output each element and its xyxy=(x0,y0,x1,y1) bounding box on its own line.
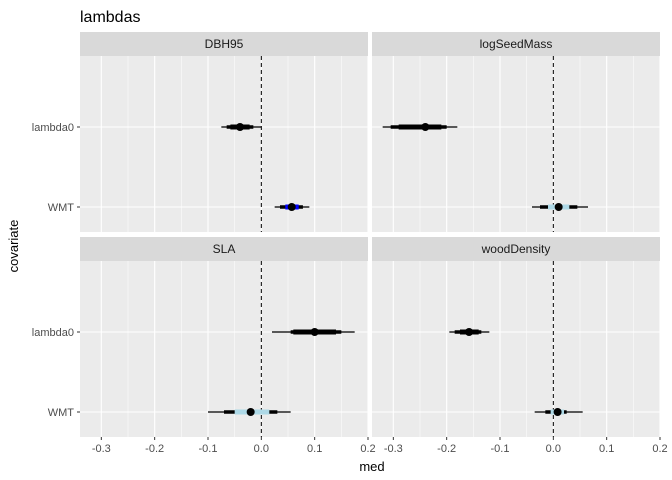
median-point xyxy=(421,123,430,131)
panel-background xyxy=(80,56,368,232)
interval-woodDensity-lambda0 xyxy=(449,328,490,336)
interval-woodDensity-WMT xyxy=(534,408,583,416)
y-tick-label: lambda0 xyxy=(32,122,74,134)
facet-strip-label: DBH95 xyxy=(205,37,244,51)
facet-strip-label: logSeedMass xyxy=(480,37,553,51)
x-tick-label: 0.0 xyxy=(254,443,269,455)
facet-strip xyxy=(80,32,368,56)
facet-panel-DBH95: DBH95 lambda0 WMT xyxy=(32,32,369,232)
facet-strip-label: SLA xyxy=(213,242,236,256)
y-tick-label: WMT xyxy=(48,202,75,214)
interval-logSeedMass-lambda0 xyxy=(382,123,458,131)
x-tick-label: 0.1 xyxy=(599,443,614,455)
median-point xyxy=(553,408,562,416)
facet-strip-label: woodDensity xyxy=(481,242,551,256)
x-tick-label: -0.2 xyxy=(145,443,164,455)
panel-background xyxy=(372,56,660,232)
x-tick-label: 0.0 xyxy=(546,443,561,455)
interval-SLA-WMT xyxy=(208,408,291,416)
facet-strip xyxy=(372,32,660,56)
facet-strip xyxy=(80,237,368,261)
facet-panel-woodDensity: woodDensity -0.3 -0.2 -0.1 0.0 0.1 0.2 xyxy=(372,237,668,455)
plot-title: lambdas xyxy=(80,9,140,26)
interval-DBH95-WMT xyxy=(274,203,310,211)
facet-panel-logSeedMass: logSeedMass xyxy=(372,32,661,232)
x-tick-label: 0.1 xyxy=(307,443,322,455)
x-tick-label: -0.2 xyxy=(437,443,456,455)
median-point xyxy=(236,123,244,131)
facet-panel-SLA: SLA lambda0 WMT -0.3 -0.2 -0.1 0.0 0.1 0.2 xyxy=(32,237,376,455)
x-tick-label: -0.3 xyxy=(92,443,111,455)
x-tick-label: 0.2 xyxy=(652,443,667,455)
interval-SLA-lambda0 xyxy=(272,328,355,336)
y-tick-label: lambda0 xyxy=(32,327,74,339)
y-tick-label: WMT xyxy=(48,407,75,419)
median-point xyxy=(246,408,255,416)
median-point xyxy=(287,203,296,211)
y-axis-title: covariate xyxy=(6,220,21,273)
facet-panels: DBH95 lambda0 WMT logSeedMass SLA lambda0 WMT -… xyxy=(32,32,668,455)
x-tick-label: 0.2 xyxy=(360,443,375,455)
interval-DBH95-lambda0 xyxy=(221,123,262,131)
x-tick-label: -0.1 xyxy=(491,443,510,455)
x-tick-label: -0.1 xyxy=(199,443,218,455)
x-tick-label: -0.3 xyxy=(384,443,403,455)
median-point xyxy=(310,328,319,336)
x-axis-title: med xyxy=(359,459,384,474)
median-point xyxy=(465,328,474,336)
median-point xyxy=(554,203,563,211)
interval-logSeedMass-WMT xyxy=(532,203,588,211)
panel-background xyxy=(372,261,660,437)
facet-strip xyxy=(372,237,660,261)
